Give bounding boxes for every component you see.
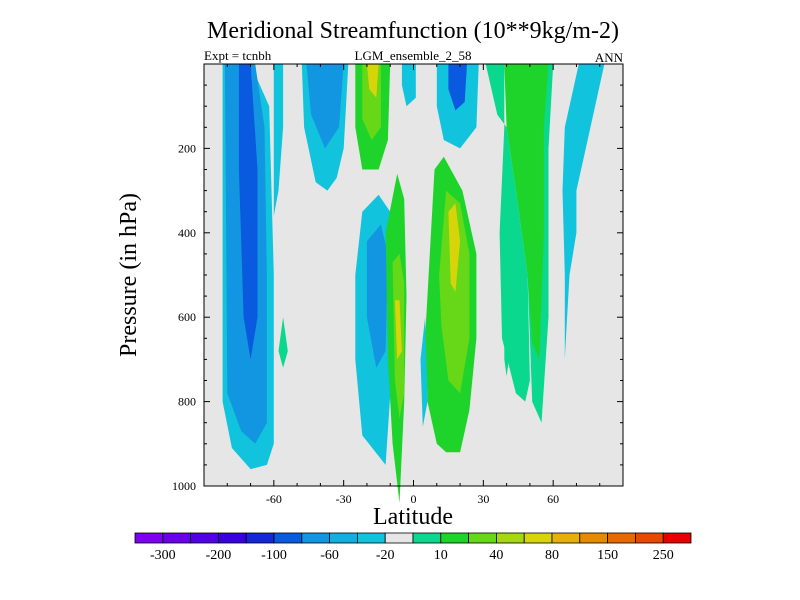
- region-nh-hadley-green-peak: [448, 203, 461, 292]
- colorbar-swatch: [273, 532, 303, 544]
- colorbar-swatch: [662, 532, 692, 544]
- subtitle-center: LGM_ensemble_2_58: [355, 48, 472, 63]
- x-tick-label: 0: [411, 492, 417, 506]
- x-axis-label: Latitude: [373, 504, 453, 530]
- region-upper-cell-left-core: [306, 64, 344, 149]
- region-sh-ferrel-upper: [273, 64, 284, 216]
- colorbar-swatch: [384, 532, 414, 544]
- colorbar-swatch: [134, 532, 164, 544]
- chart-title: Meridional Streamfunction (10**9kg/m-2): [207, 18, 619, 44]
- region-sh-cell-core: [238, 64, 258, 360]
- region-sh-ferrel-patch: [278, 317, 288, 368]
- subtitle-right: ANN: [595, 50, 624, 65]
- colorbar-label: -60: [320, 548, 339, 563]
- x-tick-label: -30: [336, 492, 352, 506]
- colorbar-swatch: [162, 532, 192, 544]
- y-axis-label: Pressure (in hPa): [116, 193, 142, 357]
- region-nh-midlat-green: [504, 64, 549, 360]
- y-tick-label: 600: [178, 310, 196, 324]
- region-sh-lower-blue-core: [366, 224, 388, 368]
- colorbar-swatch: [190, 532, 219, 544]
- colorbar-swatch: [468, 532, 497, 544]
- colorbar-swatch: [217, 532, 247, 544]
- colorbar-swatch: [607, 532, 636, 544]
- y-tick-label: 800: [178, 395, 196, 409]
- x-tick-label: 60: [547, 492, 559, 506]
- subtitle-left: Expt = tcnbh: [204, 48, 272, 63]
- region-equatorial-upper-blue: [401, 64, 416, 107]
- colorbar-label: -20: [376, 548, 395, 563]
- colorbar-swatch: [301, 532, 330, 544]
- colorbar-label: 40: [489, 548, 503, 563]
- colorbar-label: 150: [597, 548, 618, 563]
- colorbar-swatch: [356, 532, 386, 544]
- region-nh-hadley-green-core: [439, 190, 470, 394]
- region-nh-midlat-teal: [485, 64, 530, 402]
- colorbar-swatch: [329, 532, 358, 544]
- colorbar-swatch: [245, 532, 275, 544]
- colorbar-swatch: [440, 532, 469, 544]
- x-tick-label: 30: [477, 492, 489, 506]
- region-nh-equator-sliver: [420, 317, 428, 427]
- colorbar: -300 -200 -100 -60 -20 10 40 80 150 250: [134, 532, 692, 563]
- x-tick-label: -60: [266, 492, 282, 506]
- colorbar-label: -200: [206, 548, 232, 563]
- colorbar-swatch: [412, 532, 442, 544]
- colorbar-swatch: [523, 532, 553, 544]
- colorbar-swatch: [495, 532, 525, 544]
- colorbar-label: -300: [150, 548, 176, 563]
- colorbar-label: -100: [261, 548, 287, 563]
- axis-ticks: -60 -30 0 30 60 200 400 600 800 1000: [172, 63, 624, 506]
- y-tick-label: 1000: [172, 479, 196, 493]
- region-nh-small-teal: [504, 342, 509, 377]
- colorbar-swatch: [579, 532, 608, 544]
- region-nh-polar-blue: [562, 64, 605, 360]
- colorbar-swatch: [635, 532, 664, 544]
- y-tick-label: 200: [178, 141, 196, 155]
- region-sh-lower-green-peak: [394, 300, 402, 360]
- region-sh-hadley-upper-peak: [366, 64, 379, 98]
- colorbar-label: 250: [653, 548, 674, 563]
- colorbar-swatch: [551, 532, 581, 544]
- colorbar-label: 80: [545, 548, 559, 563]
- region-nh-hadley-upper-blue-core: [448, 64, 467, 111]
- colorbar-label: 10: [434, 548, 448, 563]
- contour-regions: [222, 64, 605, 503]
- y-tick-label: 400: [178, 226, 196, 240]
